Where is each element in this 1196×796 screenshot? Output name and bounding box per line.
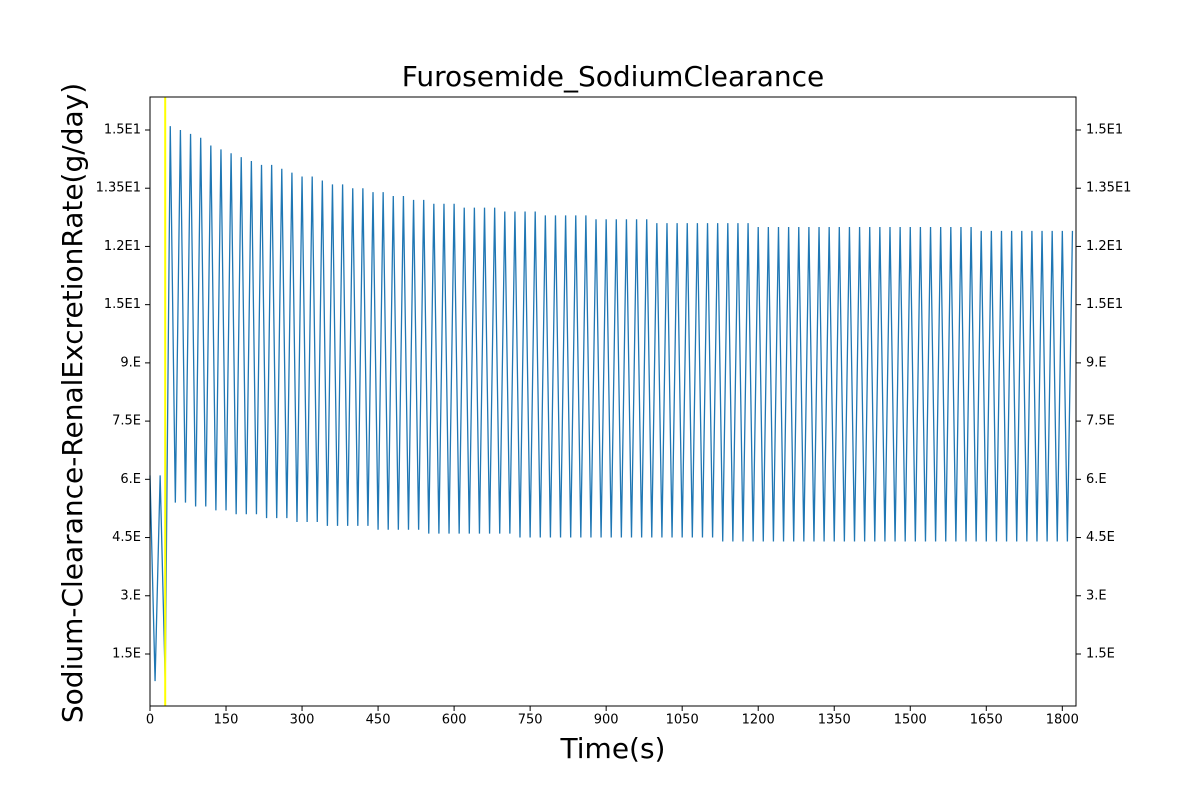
y2-tick-label: 9.E xyxy=(1086,355,1107,370)
x-tick-label: 150 xyxy=(214,713,239,728)
y2-tick-label: 7.5E xyxy=(1086,414,1115,429)
y-tick-label: 7.5E xyxy=(112,414,141,429)
x-tick-label: 900 xyxy=(594,713,619,728)
x-tick-label: 1800 xyxy=(1046,713,1079,728)
y-tick-label: 4.5E xyxy=(112,530,141,545)
x-tick-label: 1350 xyxy=(818,713,851,728)
x-tick-label: 1500 xyxy=(894,713,927,728)
x-tick-label: 1650 xyxy=(970,713,1003,728)
plot-frame xyxy=(149,96,1077,707)
y-tick-label: 1.5E1 xyxy=(104,122,141,137)
x-tick-label: 300 xyxy=(290,713,315,728)
y2-tick-label: 1.5E1 xyxy=(1086,297,1123,312)
chart-title: Furosemide_SodiumClearance xyxy=(402,60,824,93)
y2-tick-label: 1.35E1 xyxy=(1086,181,1131,196)
y2-tick-label: 1.2E1 xyxy=(1086,239,1123,254)
x-tick-label: 750 xyxy=(518,713,543,728)
x-tick-label: 1200 xyxy=(742,713,775,728)
x-tick-label: 450 xyxy=(366,713,391,728)
y2-tick-label: 1.5E xyxy=(1086,646,1115,661)
y-axis-label: Sodium-Clearance-RenalExcretionRate(g/da… xyxy=(56,83,89,723)
y-tick-label: 1.5E xyxy=(112,646,141,661)
x-tick-label: 600 xyxy=(442,713,467,728)
y-tick-label: 3.E xyxy=(120,588,141,603)
y-tick-label: 9.E xyxy=(120,355,141,370)
y2-tick-label: 1.5E1 xyxy=(1086,122,1123,137)
y2-tick-label: 6.E xyxy=(1086,472,1107,487)
y-tick-label: 6.E xyxy=(120,472,141,487)
data-line xyxy=(149,126,1074,682)
x-tick-label: 0 xyxy=(146,713,154,728)
y-tick-label: 1.2E1 xyxy=(104,239,141,254)
x-axis-label: Time(s) xyxy=(560,732,666,765)
y2-tick-label: 4.5E xyxy=(1086,530,1115,545)
y2-tick-label: 3.E xyxy=(1086,588,1107,603)
x-tick-label: 1050 xyxy=(666,713,699,728)
y-tick-label: 1.5E1 xyxy=(104,297,141,312)
y-tick-label: 1.35E1 xyxy=(96,181,141,196)
